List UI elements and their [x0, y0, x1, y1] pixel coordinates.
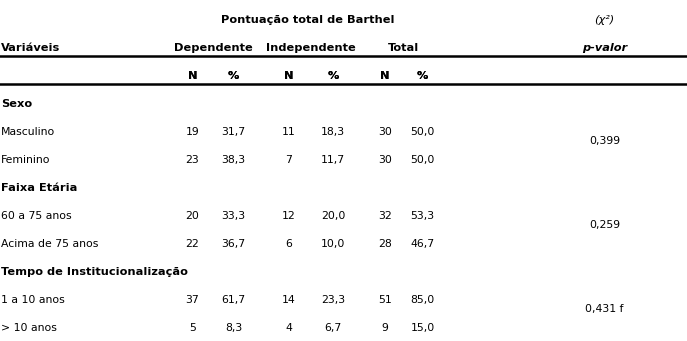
Text: Tempo de Institucionalização: Tempo de Institucionalização — [1, 267, 188, 277]
Text: N: N — [188, 71, 197, 81]
Text: N: N — [380, 71, 390, 81]
Text: 11,7: 11,7 — [321, 155, 346, 165]
Text: 8,3: 8,3 — [225, 323, 243, 333]
Text: 9: 9 — [381, 323, 388, 333]
Text: 50,0: 50,0 — [410, 127, 435, 137]
Text: 19: 19 — [185, 127, 199, 137]
Text: 31,7: 31,7 — [221, 127, 246, 137]
Text: N: N — [284, 71, 293, 81]
Text: Pontuação total de Barthel: Pontuação total de Barthel — [221, 15, 394, 25]
Text: 12: 12 — [282, 211, 295, 221]
Text: 4: 4 — [285, 323, 292, 333]
Text: 30: 30 — [378, 155, 392, 165]
Text: 14: 14 — [282, 295, 295, 305]
Text: Variáveis: Variáveis — [1, 43, 60, 53]
Text: 50,0: 50,0 — [410, 155, 435, 165]
Text: 53,3: 53,3 — [410, 211, 435, 221]
Text: 6: 6 — [285, 239, 292, 249]
Text: p-valor: p-valor — [582, 43, 627, 53]
Text: %: % — [417, 71, 428, 81]
Text: 15,0: 15,0 — [410, 323, 435, 333]
Text: 33,3: 33,3 — [221, 211, 246, 221]
Text: 30: 30 — [378, 127, 392, 137]
Text: %: % — [328, 71, 339, 81]
Text: N: N — [188, 71, 197, 81]
Text: N: N — [284, 71, 293, 81]
Text: (χ²): (χ²) — [594, 15, 615, 25]
Text: 0,431 f: 0,431 f — [585, 304, 624, 314]
Text: %: % — [417, 71, 428, 81]
Text: 0,399: 0,399 — [589, 136, 620, 146]
Text: Masculino: Masculino — [1, 127, 56, 137]
Text: Independente: Independente — [266, 43, 356, 53]
Text: 10,0: 10,0 — [321, 239, 346, 249]
Text: 28: 28 — [378, 239, 392, 249]
Text: 46,7: 46,7 — [410, 239, 435, 249]
Text: Faixa Etária: Faixa Etária — [1, 183, 78, 193]
Text: 1 a 10 anos: 1 a 10 anos — [1, 295, 65, 305]
Text: 38,3: 38,3 — [221, 155, 246, 165]
Text: Feminino: Feminino — [1, 155, 51, 165]
Text: %: % — [228, 71, 239, 81]
Text: 6,7: 6,7 — [324, 323, 342, 333]
Text: 32: 32 — [378, 211, 392, 221]
Text: 23: 23 — [185, 155, 199, 165]
Text: Total: Total — [388, 43, 419, 53]
Text: %: % — [228, 71, 239, 81]
Text: Acima de 75 anos: Acima de 75 anos — [1, 239, 99, 249]
Text: 20: 20 — [185, 211, 199, 221]
Text: %: % — [328, 71, 339, 81]
Text: 61,7: 61,7 — [221, 295, 246, 305]
Text: 23,3: 23,3 — [321, 295, 346, 305]
Text: Sexo: Sexo — [1, 99, 32, 109]
Text: 0,259: 0,259 — [589, 220, 620, 230]
Text: 22: 22 — [185, 239, 199, 249]
Text: 60 a 75 anos: 60 a 75 anos — [1, 211, 72, 221]
Text: Dependente: Dependente — [174, 43, 252, 53]
Text: 11: 11 — [282, 127, 295, 137]
Text: 20,0: 20,0 — [321, 211, 346, 221]
Text: N: N — [380, 71, 390, 81]
Text: 5: 5 — [189, 323, 196, 333]
Text: 18,3: 18,3 — [321, 127, 346, 137]
Text: 7: 7 — [285, 155, 292, 165]
Text: 85,0: 85,0 — [410, 295, 435, 305]
Text: > 10 anos: > 10 anos — [1, 323, 57, 333]
Text: 51: 51 — [378, 295, 392, 305]
Text: 37: 37 — [185, 295, 199, 305]
Text: 36,7: 36,7 — [221, 239, 246, 249]
